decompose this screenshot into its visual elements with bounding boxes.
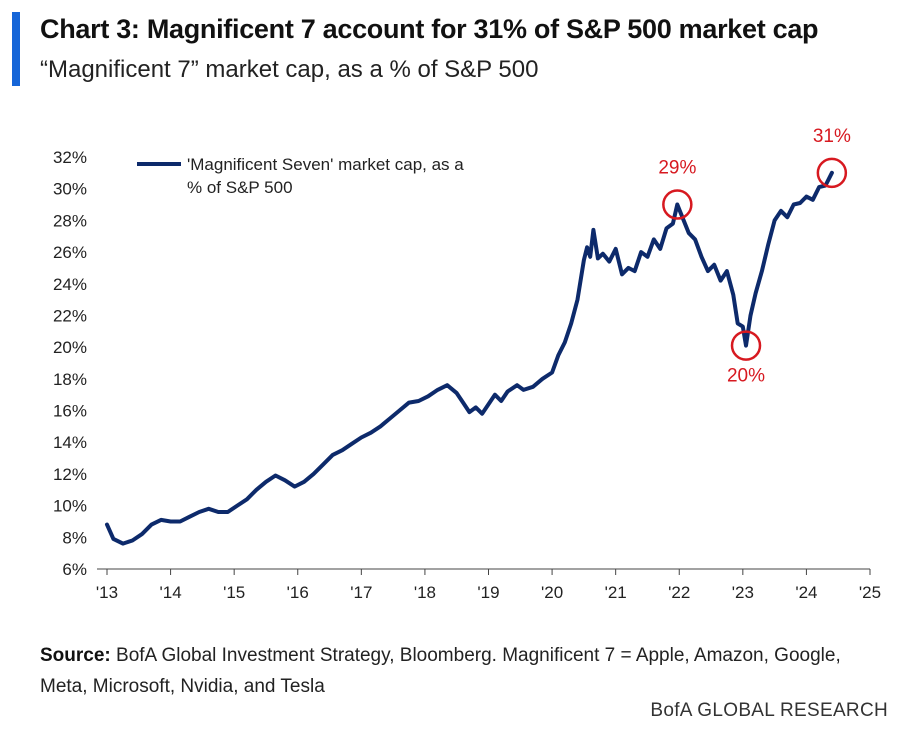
chart-area: '13 '14 '15 '16 '17 '18 '19 '20 '21 '22 '23 '24 '25 6… xyxy=(53,126,881,602)
x-tick-label: '15 xyxy=(223,583,245,602)
chart-title: Chart 3: Magnificent 7 account for 31% o… xyxy=(40,14,819,44)
x-tick-label: '21 xyxy=(605,583,627,602)
legend-label-line1: 'Magnificent Seven' market cap, as a xyxy=(187,155,464,174)
annotation-label: 29% xyxy=(658,158,696,179)
y-tick-label: 24% xyxy=(53,275,87,294)
legend-label-line2: % of S&P 500 xyxy=(187,178,293,197)
annotation-label: 31% xyxy=(813,126,851,147)
y-tick-label: 8% xyxy=(62,528,87,547)
y-tick-label: 10% xyxy=(53,497,87,516)
x-tick-label: '19 xyxy=(477,583,499,602)
x-tick-label: '24 xyxy=(795,583,817,602)
x-tick-label: '22 xyxy=(668,583,690,602)
y-tick-label: 18% xyxy=(53,370,87,389)
y-tick-label: 28% xyxy=(53,211,87,230)
x-tick-label: '13 xyxy=(96,583,118,602)
x-tick-label: '17 xyxy=(350,583,372,602)
annotation-circle xyxy=(730,330,762,361)
source-note: Source: BofA Global Investment Strategy,… xyxy=(40,640,880,702)
source-text: BofA Global Investment Strategy, Bloombe… xyxy=(40,645,841,697)
annotation-circle xyxy=(662,189,693,220)
y-tick-label: 16% xyxy=(53,402,87,421)
y-tick-label: 12% xyxy=(53,465,87,484)
series-line xyxy=(105,170,834,546)
brand-footer: BofA GLOBAL RESEARCH xyxy=(650,700,888,721)
annotation-circle xyxy=(816,157,848,189)
y-tick-label: 26% xyxy=(53,243,87,262)
chart-subtitle: “Magnificent 7” market cap, as a % of S&… xyxy=(40,56,539,83)
x-tick-label: '23 xyxy=(732,583,754,602)
x-tick-label: '16 xyxy=(287,583,309,602)
y-tick-label: 32% xyxy=(53,148,87,167)
x-tick-label: '25 xyxy=(859,583,881,602)
x-tick-label: '18 xyxy=(414,583,436,602)
y-tick-label: 20% xyxy=(53,338,87,357)
x-tick-label: '14 xyxy=(160,583,182,602)
y-tick-label: 14% xyxy=(53,433,87,452)
y-tick-label: 30% xyxy=(53,180,87,199)
y-tick-label: 6% xyxy=(62,560,87,579)
x-tick-label: '20 xyxy=(541,583,563,602)
y-tick-label: 22% xyxy=(53,306,87,325)
annotation-label: 20% xyxy=(727,366,765,387)
source-label: Source: xyxy=(40,645,111,666)
title-accent-bar xyxy=(12,12,20,86)
